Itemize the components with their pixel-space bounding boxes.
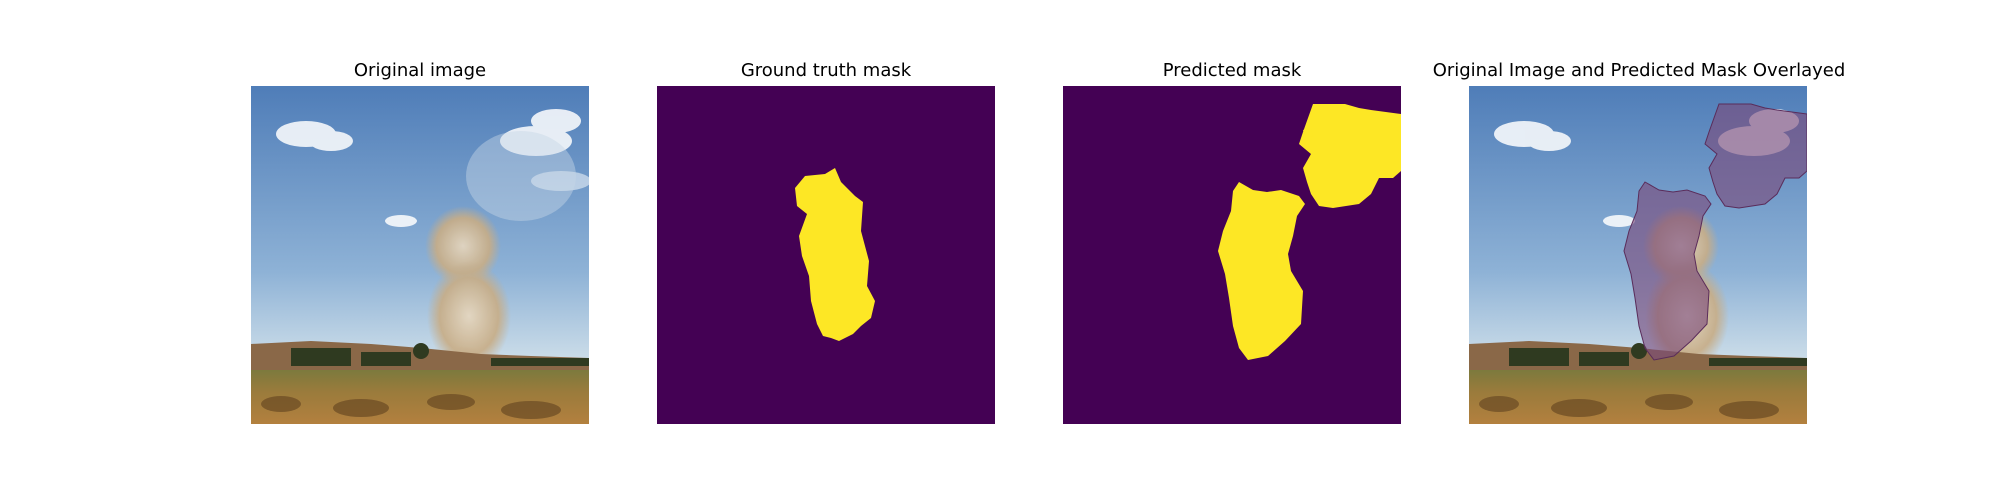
panel-title-original: Original image (353, 60, 487, 81)
predicted-mask (1063, 86, 1401, 424)
ground-truth-mask (657, 86, 995, 424)
original-image (251, 86, 589, 424)
overlay-image (1469, 86, 1807, 424)
panel-title-overlay: Original Image and Predicted Mask Overla… (1432, 60, 1846, 81)
panel-title-predicted: Predicted mask (1162, 60, 1302, 81)
panel-title-ground-truth: Ground truth mask (740, 60, 912, 81)
